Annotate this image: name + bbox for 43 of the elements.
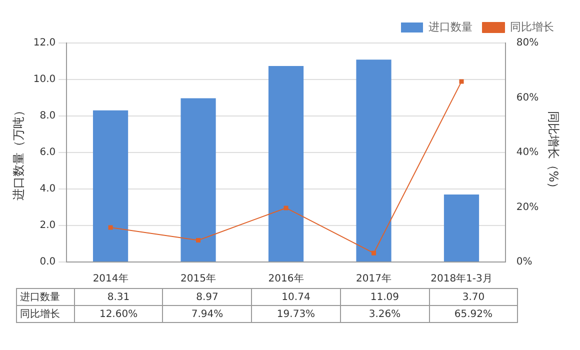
y-tick-label: 0.0 bbox=[40, 256, 56, 268]
y-tick-label: 4.0 bbox=[40, 184, 56, 195]
y2-tick-label: 20% bbox=[516, 202, 539, 213]
legend-label: 同比增长 bbox=[510, 20, 554, 34]
y-tick-label: 12.0 bbox=[33, 38, 56, 49]
y2-tick-label: 0% bbox=[516, 256, 532, 268]
point bbox=[459, 79, 464, 84]
y-tick-label: 10.0 bbox=[33, 74, 56, 86]
x-tick-label: 2018年1-3月 bbox=[430, 272, 492, 285]
legend-label: 进口数量 bbox=[428, 20, 472, 34]
data-label: 12.60% bbox=[74, 306, 163, 322]
data-label: 65.92% bbox=[429, 306, 518, 322]
y-tick-label: 8.0 bbox=[40, 110, 56, 122]
data-label: 7.94% bbox=[162, 306, 252, 322]
point bbox=[371, 250, 376, 256]
y-axis-title: 进口数量（万吨） bbox=[11, 104, 26, 200]
data-label: 3.70 bbox=[429, 288, 518, 306]
y2-tick-label: 60% bbox=[516, 92, 539, 104]
x-tick-label: 2016年 bbox=[268, 272, 304, 285]
bar bbox=[268, 66, 304, 262]
y-tick-label: 2.0 bbox=[40, 220, 56, 232]
bar bbox=[444, 194, 480, 262]
data-label: 11.09 bbox=[340, 288, 430, 306]
point bbox=[196, 238, 201, 243]
y-tick-label: 6.0 bbox=[40, 147, 56, 158]
bar bbox=[92, 110, 128, 262]
data-label: 10.74 bbox=[252, 288, 340, 306]
point bbox=[284, 206, 288, 210]
data-label: 8.97 bbox=[162, 288, 252, 306]
text: 同比增长 bbox=[20, 309, 60, 320]
y2-tick-label: 40% bbox=[516, 147, 539, 158]
text: 进口数量 bbox=[20, 292, 60, 303]
x-tick-label: 2015年 bbox=[180, 272, 216, 285]
y2-axis-title: 同比增长（%） bbox=[546, 110, 561, 194]
data-label: 3.26% bbox=[340, 306, 430, 322]
data-label: 19.73% bbox=[252, 306, 340, 322]
bar bbox=[180, 98, 216, 262]
data-label: 8.31 bbox=[74, 288, 163, 306]
point bbox=[108, 225, 113, 230]
y2-tick-label: 80% bbox=[516, 38, 539, 49]
x-tick-label: 2014年 bbox=[92, 272, 128, 285]
bar bbox=[356, 60, 392, 262]
x-tick-label: 2017年 bbox=[356, 272, 392, 285]
